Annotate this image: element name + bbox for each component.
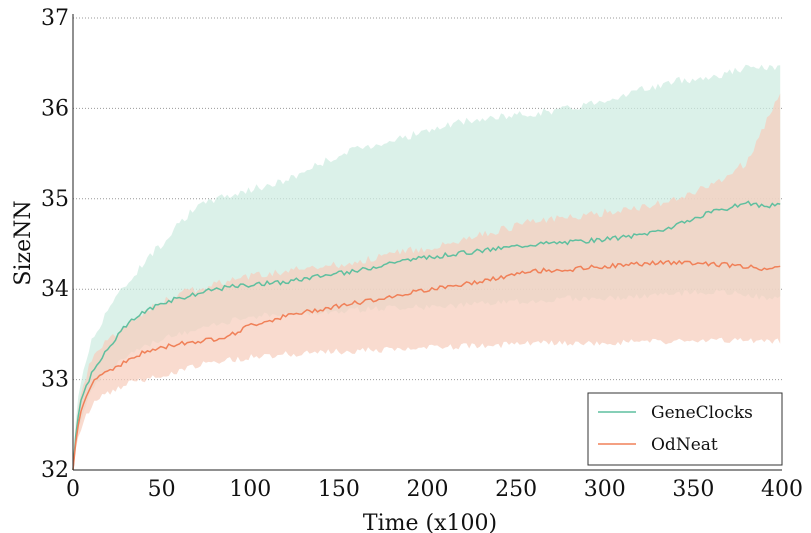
legend-box xyxy=(587,392,783,466)
series-line-odneat xyxy=(72,259,781,471)
y-axis-title: SizeNN xyxy=(11,200,36,285)
y-tick-label: 36 xyxy=(41,96,69,121)
y-tick-label: 35 xyxy=(41,187,69,212)
x-tick-label: 100 xyxy=(229,477,271,502)
x-tick-label: 150 xyxy=(318,477,360,502)
x-tick-label: 250 xyxy=(495,477,537,502)
y-tick-label: 37 xyxy=(41,6,69,31)
y-tick-label: 32 xyxy=(41,458,69,483)
x-tick-label: 350 xyxy=(672,477,714,502)
x-tick-labels: 0 50 100 150 200 250 300 350 400 xyxy=(66,477,803,502)
legend-label-odneat: OdNeat xyxy=(651,435,718,455)
x-tick-label: 0 xyxy=(66,477,80,502)
y-tick-label: 33 xyxy=(41,368,69,393)
x-tick-label: 400 xyxy=(761,477,803,502)
y-tick-label: 34 xyxy=(41,277,69,302)
x-tick-label: 300 xyxy=(584,477,626,502)
x-tick-label: 200 xyxy=(407,477,449,502)
series-line-geneclocks xyxy=(72,200,781,471)
x-tick-label: 50 xyxy=(148,477,176,502)
axes xyxy=(72,14,782,471)
series-lines xyxy=(72,200,781,471)
band-odneat xyxy=(73,93,781,470)
x-axis-title: Time (x100) xyxy=(363,511,497,533)
y-tick-labels: 32 33 34 35 36 37 xyxy=(41,6,69,483)
confidence-bands xyxy=(73,64,781,470)
legend-label-geneclocks: GeneClocks xyxy=(651,403,753,423)
legend: GeneClocks OdNeat xyxy=(587,392,783,466)
